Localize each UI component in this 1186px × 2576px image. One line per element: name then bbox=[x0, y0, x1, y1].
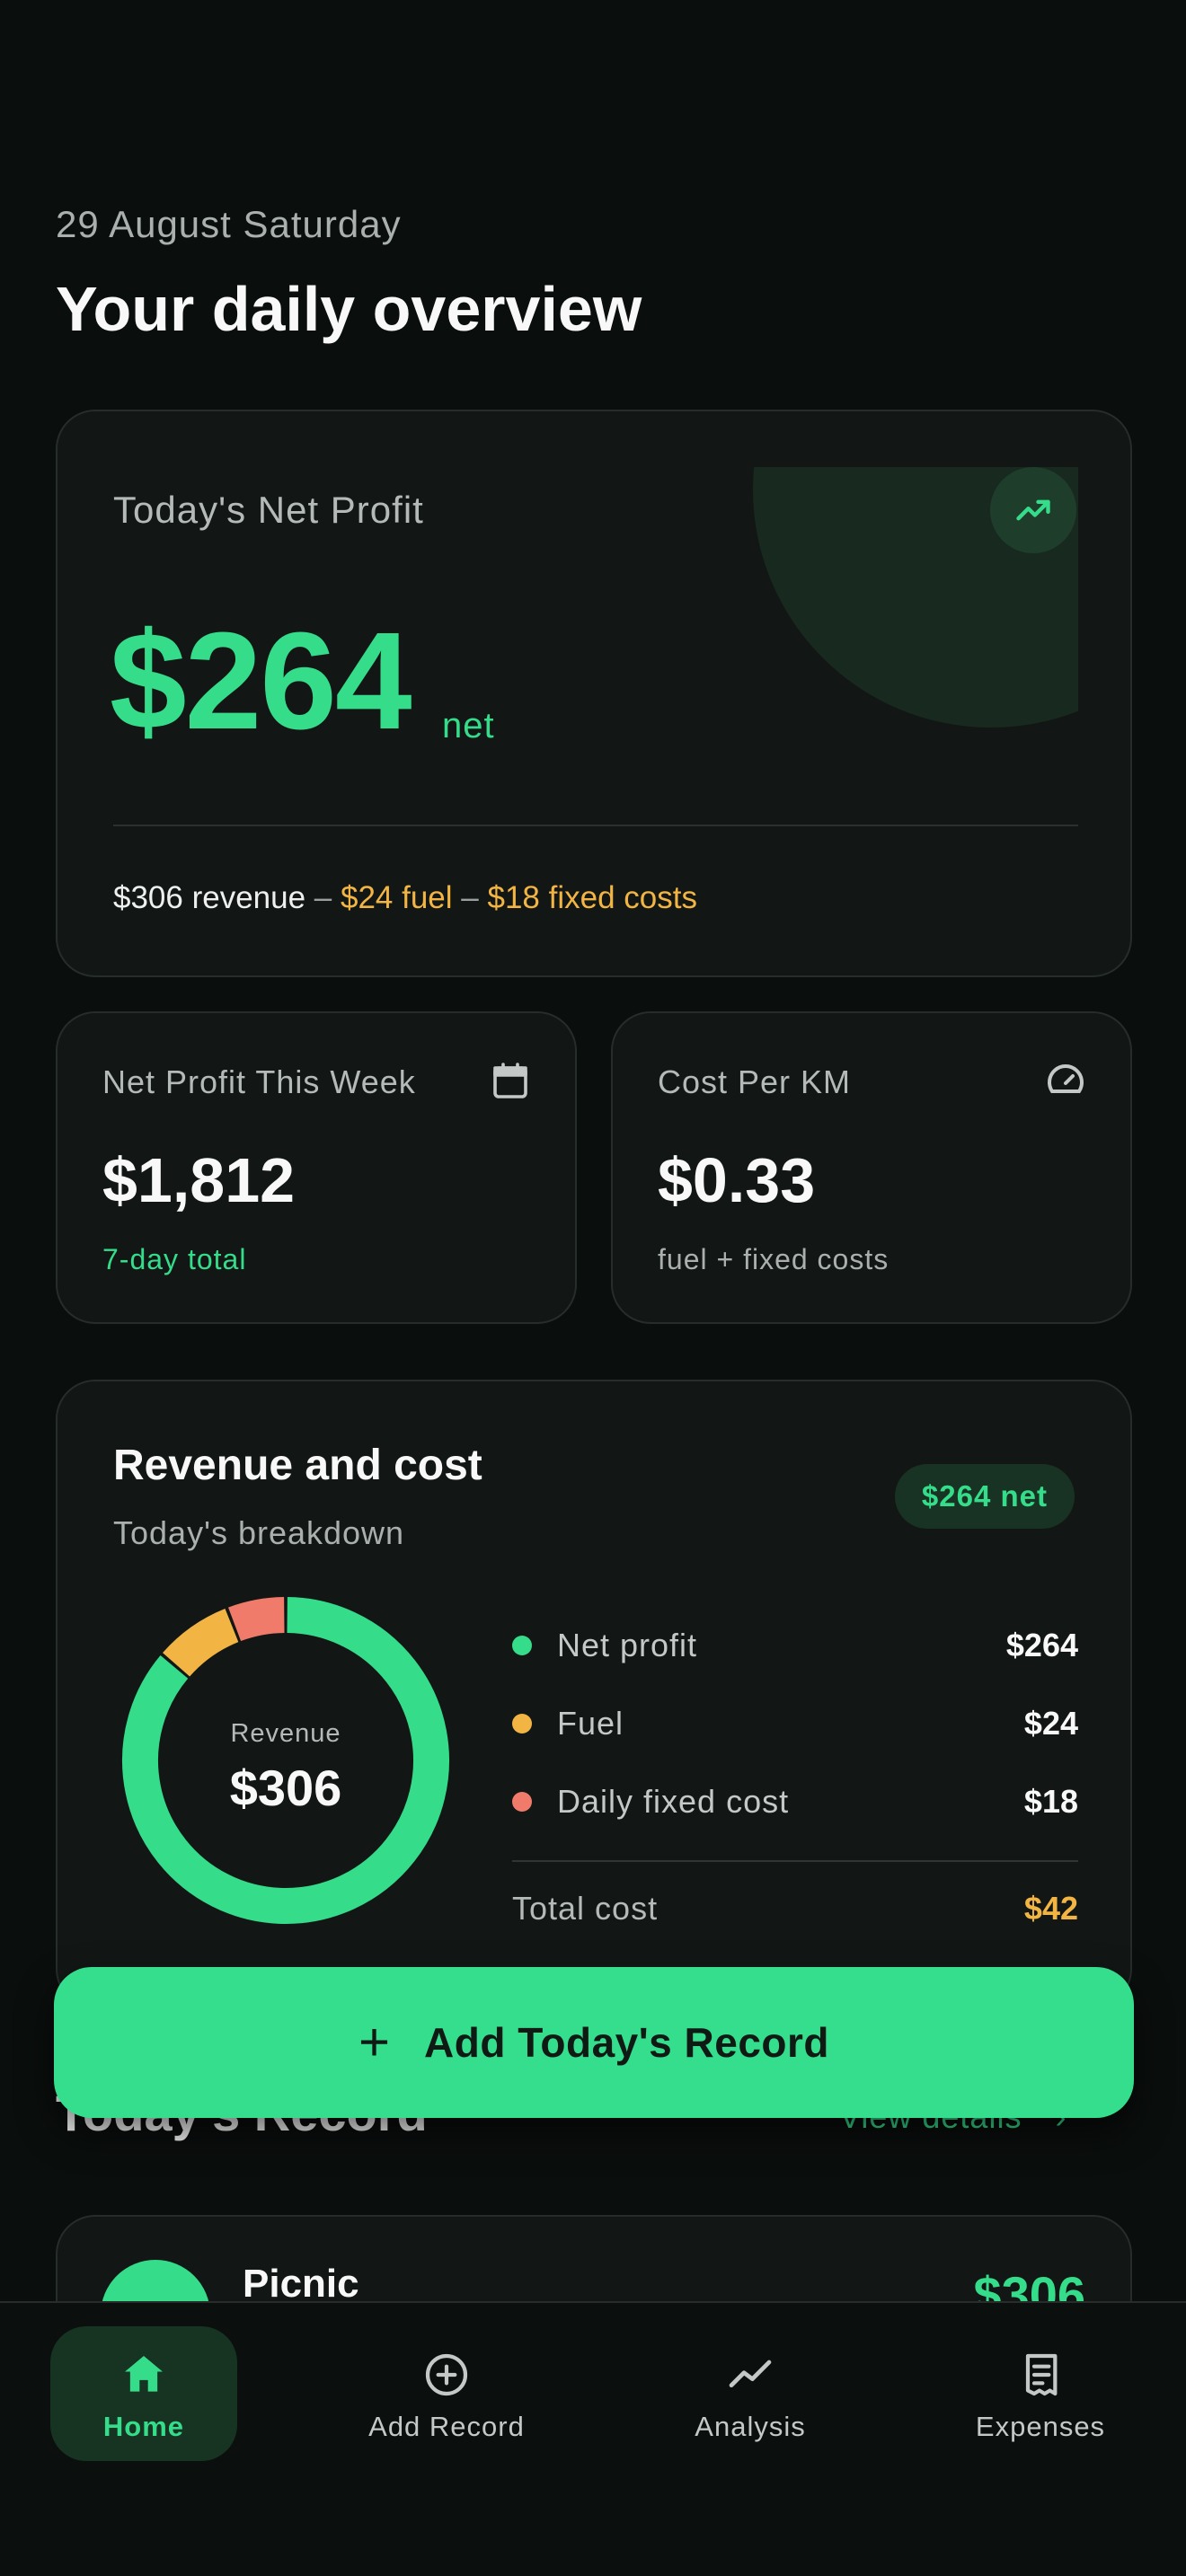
separator: – bbox=[452, 880, 488, 915]
total-cost-row: Total cost $42 bbox=[512, 1862, 1078, 1955]
record-name: Picnic bbox=[243, 2262, 359, 2306]
nav-label: Expenses bbox=[975, 2411, 1106, 2442]
bottom-nav: Home Add Record Analysis Expenses bbox=[0, 2301, 1186, 2576]
net-profit-label: Today's Net Profit bbox=[113, 489, 424, 531]
legend-item: Net profit $264 bbox=[512, 1606, 1078, 1684]
cost-per-km-value: $0.33 bbox=[658, 1145, 816, 1215]
profit-breakdown: $306 revenue – $24 fuel – $18 fixed cost… bbox=[113, 880, 697, 916]
legend-name: Daily fixed cost bbox=[557, 1782, 790, 1820]
nav-label: Home bbox=[102, 2411, 185, 2442]
nav-label: Analysis bbox=[695, 2411, 806, 2442]
net-profit-card: Today's Net Profit $264 net $306 revenue… bbox=[56, 410, 1132, 977]
plus-circle-icon bbox=[425, 2353, 468, 2396]
weekly-profit-caption: 7-day total bbox=[102, 1243, 247, 1275]
home-icon bbox=[125, 2356, 163, 2392]
add-record-button[interactable]: + Add Today's Record bbox=[54, 1967, 1134, 2118]
cost-per-km-card[interactable]: Cost Per KM $0.33 fuel + fixed costs bbox=[611, 1011, 1132, 1324]
divider bbox=[512, 1860, 1078, 1862]
fixed-costs-text: $18 fixed costs bbox=[487, 880, 697, 915]
page-title: Your daily overview bbox=[56, 274, 642, 344]
donut-slice-daily-fixed-cost bbox=[228, 1597, 286, 1642]
total-cost-label: Total cost bbox=[512, 1890, 659, 1927]
legend-amount: $264 bbox=[1005, 1626, 1078, 1663]
nav-label: Add Record bbox=[368, 2411, 525, 2442]
legend-item: Daily fixed cost $18 bbox=[512, 1762, 1078, 1840]
legend-amount: $18 bbox=[1023, 1782, 1078, 1820]
add-record-label: Add Today's Record bbox=[424, 2019, 830, 2066]
trending-up-icon bbox=[990, 467, 1076, 553]
legend-amount: $24 bbox=[1023, 1704, 1078, 1742]
chart-line-icon bbox=[729, 2360, 772, 2387]
total-cost-amount: $42 bbox=[1023, 1890, 1078, 1927]
donut-slice-net-profit bbox=[122, 1597, 449, 1924]
legend-dot bbox=[512, 1791, 532, 1812]
revenue-cost-card: Revenue and cost Today's breakdown $264 … bbox=[56, 1380, 1132, 2008]
fuel-text: $24 fuel bbox=[341, 880, 453, 915]
legend-dot bbox=[512, 1713, 532, 1734]
nav-expenses[interactable]: Expenses bbox=[960, 2326, 1121, 2461]
nav-home[interactable]: Home bbox=[50, 2326, 237, 2461]
cost-per-km-caption: fuel + fixed costs bbox=[658, 1243, 890, 1275]
receipt-icon bbox=[1025, 2353, 1058, 2396]
weekly-profit-card[interactable]: Net Profit This Week $1,812 7-day total bbox=[56, 1011, 577, 1324]
legend-name: Net profit bbox=[557, 1626, 698, 1663]
cost-per-km-label: Cost Per KM bbox=[658, 1063, 852, 1100]
nav-add-record[interactable]: Add Record bbox=[350, 2326, 543, 2461]
plus-icon: + bbox=[358, 2012, 390, 2072]
legend-dot bbox=[512, 1635, 532, 1655]
chart-legend: Net profit $264 Fuel $24 Daily fixed cos… bbox=[512, 1606, 1078, 1955]
nav-analysis[interactable]: Analysis bbox=[669, 2326, 831, 2461]
revenue-donut-chart bbox=[122, 1597, 449, 1924]
revenue-text: $306 revenue bbox=[113, 880, 306, 915]
donut-slice-fuel bbox=[163, 1608, 239, 1677]
revenue-cost-subtitle: Today's breakdown bbox=[113, 1514, 405, 1551]
legend-item: Fuel $24 bbox=[512, 1684, 1078, 1762]
calendar-icon bbox=[489, 1060, 532, 1103]
weekly-profit-value: $1,812 bbox=[102, 1145, 296, 1215]
gauge-icon bbox=[1044, 1060, 1087, 1103]
weekly-profit-label: Net Profit This Week bbox=[102, 1063, 416, 1100]
divider bbox=[113, 825, 1078, 826]
net-profit-amount: $264 bbox=[110, 604, 412, 758]
revenue-cost-title: Revenue and cost bbox=[113, 1442, 482, 1489]
legend-name: Fuel bbox=[557, 1704, 624, 1742]
donut-center-label: Revenue bbox=[230, 1719, 341, 1748]
separator: – bbox=[305, 880, 341, 915]
donut-center-value: $306 bbox=[229, 1760, 342, 1816]
net-badge: $264 net bbox=[894, 1464, 1075, 1529]
net-suffix: net bbox=[442, 706, 495, 745]
date-label: 29 August Saturday bbox=[56, 203, 402, 245]
